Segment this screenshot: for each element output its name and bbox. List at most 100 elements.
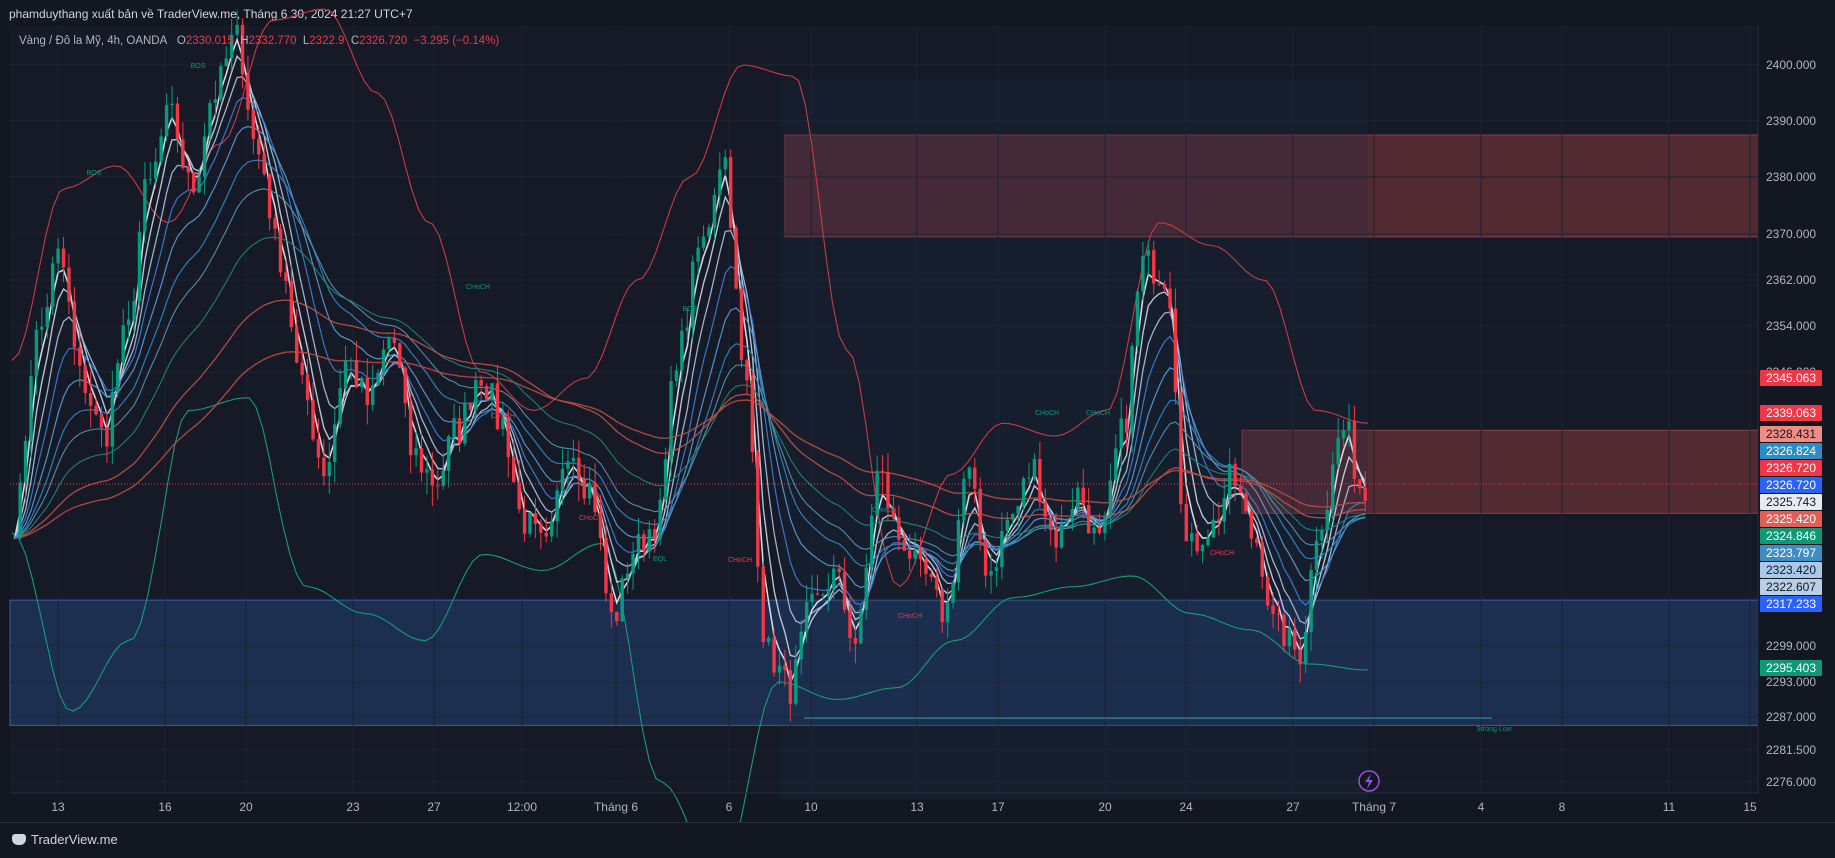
candle — [973, 457, 977, 503]
x-tick-label: 27 — [1286, 800, 1300, 814]
price-label-text: 2317.233 — [1766, 597, 1816, 611]
candle — [1114, 434, 1118, 484]
candle — [311, 382, 315, 442]
candle — [636, 517, 641, 570]
candle — [316, 418, 321, 469]
candle — [327, 442, 332, 494]
price-label: 2326.720 — [1760, 477, 1822, 493]
candle — [853, 627, 858, 664]
candle — [430, 452, 435, 507]
candle — [745, 358, 749, 395]
candle — [864, 553, 868, 620]
candle — [414, 431, 418, 467]
y-tick-label: 2287.000 — [1766, 710, 1816, 724]
candle — [533, 498, 538, 538]
candle — [560, 449, 565, 506]
candle — [126, 300, 131, 342]
candle — [1173, 288, 1178, 405]
candle — [1043, 488, 1047, 532]
candle — [1141, 241, 1145, 300]
price-chart[interactable]: BOS BOS CHoCH CHoCH CHoCH BOS EQL CHoCH CHoCH CHo… — [0, 0, 1835, 822]
candle — [956, 508, 961, 591]
price-label: 2326.720 — [1760, 460, 1822, 476]
candle — [305, 358, 310, 415]
candle — [381, 339, 386, 386]
candle — [1103, 511, 1107, 541]
candle — [653, 519, 657, 553]
moving-average-10 — [14, 351, 1366, 539]
candle — [728, 149, 733, 231]
candle — [1076, 481, 1080, 519]
annotation-label: CHoCH — [491, 413, 515, 420]
candle — [1233, 457, 1237, 502]
price-label-text: 2324.846 — [1766, 529, 1816, 543]
candle — [766, 635, 771, 646]
candle — [300, 348, 304, 384]
candle — [1157, 270, 1161, 287]
candle — [880, 455, 885, 494]
candle — [1314, 526, 1319, 588]
candle — [23, 435, 28, 503]
annotation-label: CHoCH — [1086, 410, 1110, 417]
x-tick-label: 11 — [1663, 800, 1676, 814]
candle — [1005, 511, 1010, 543]
candle — [219, 62, 223, 102]
candle — [685, 308, 689, 343]
candle — [1065, 518, 1069, 524]
candle — [555, 484, 559, 538]
candle — [1195, 524, 1199, 556]
legend-change: −3.295 (−0.14%) — [413, 35, 500, 47]
x-tick-label: 4 — [1478, 800, 1485, 814]
moving-average-8 — [14, 236, 1366, 541]
candle — [338, 369, 342, 429]
candle — [251, 98, 256, 155]
candle — [539, 519, 543, 549]
event-marker[interactable] — [1358, 770, 1380, 792]
legend-high-label: H — [240, 35, 249, 47]
candle — [620, 574, 624, 622]
price-label-text: 2322.607 — [1766, 580, 1816, 594]
x-axis: 13 16 20 23 27 12:00 Tháng 6 6 10 13 17 20 24 27 Tháng… — [10, 792, 1758, 814]
candle — [284, 259, 288, 294]
brand-logo[interactable]: TraderView.me — [12, 832, 118, 847]
price-label: 2339.063 — [1760, 405, 1822, 421]
candle — [1124, 404, 1129, 449]
candle — [712, 188, 717, 241]
price-label-text: 2326.720 — [1766, 478, 1816, 492]
candle — [273, 213, 277, 241]
candle — [674, 364, 679, 387]
candle — [67, 254, 71, 315]
x-tick-label: 12:00 — [507, 800, 537, 814]
x-tick-label: 10 — [804, 800, 818, 814]
candle — [967, 465, 972, 487]
candle — [506, 409, 511, 478]
candle — [1179, 389, 1183, 514]
candle — [154, 148, 158, 188]
candle — [1027, 462, 1031, 484]
candle — [875, 455, 879, 517]
shade-area — [780, 80, 1368, 800]
moving-average-6 — [14, 159, 1366, 567]
candle — [495, 364, 500, 431]
candle — [810, 575, 814, 608]
candle — [1303, 615, 1308, 673]
candle — [419, 432, 424, 482]
candle — [229, 18, 234, 70]
candle — [1341, 419, 1346, 449]
candle — [669, 365, 673, 477]
price-label: 2326.824 — [1760, 443, 1822, 459]
candle — [1000, 512, 1004, 580]
candle — [246, 55, 250, 121]
candle — [734, 224, 738, 290]
candle — [1347, 403, 1351, 448]
zones — [9, 80, 1759, 800]
candle — [484, 383, 489, 401]
candle — [799, 619, 803, 675]
candle — [750, 371, 755, 463]
candle — [392, 328, 397, 348]
candle — [1271, 592, 1275, 629]
candle — [566, 450, 570, 489]
candle — [1092, 525, 1096, 546]
candle — [761, 561, 765, 648]
candle — [783, 649, 787, 687]
